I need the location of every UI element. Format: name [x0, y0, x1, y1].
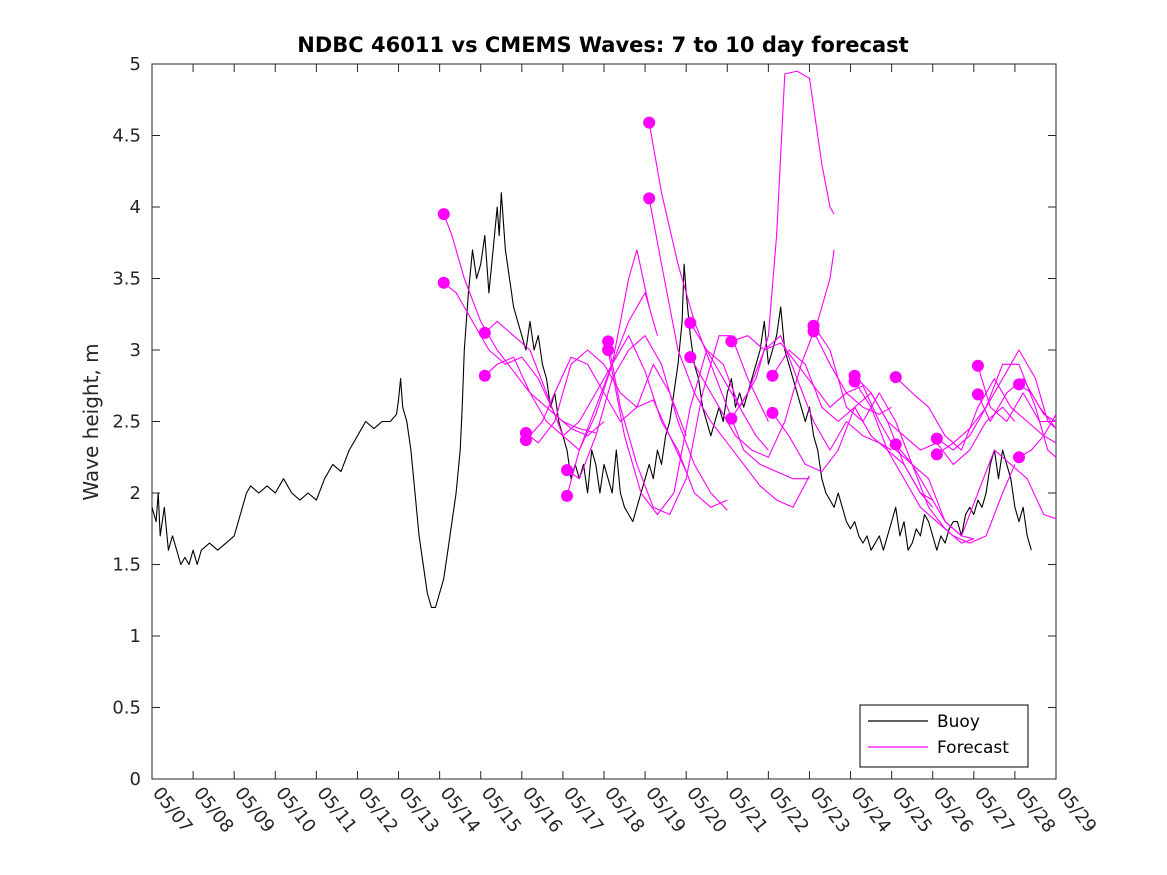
forecast-line-24 — [936, 349, 1057, 451]
forecast-line-11 — [648, 198, 810, 508]
chart-title: NDBC 46011 vs CMEMS Waves: 7 to 10 day f… — [297, 33, 908, 57]
y-tick-label: 2 — [130, 483, 141, 504]
forecast-line-10 — [648, 122, 810, 480]
forecast-start-marker-1 — [437, 276, 450, 289]
forecast-line-28 — [1018, 383, 1057, 422]
forecast-line-3 — [484, 292, 658, 437]
forecast-start-marker-15 — [725, 412, 738, 425]
forecast-start-marker-0 — [437, 208, 450, 221]
legend-label-forecast: Forecast — [937, 738, 1009, 758]
legend-box — [859, 704, 1029, 768]
forecast-start-marker-13 — [684, 351, 697, 364]
forecast-start-marker-27 — [971, 388, 984, 401]
forecast-start-marker-10 — [643, 116, 656, 129]
forecast-start-marker-23 — [889, 438, 902, 451]
forecast-line-17 — [772, 406, 934, 508]
y-tick-label: 5 — [130, 54, 141, 75]
forecast-start-marker-8 — [602, 335, 615, 348]
forecast-start-marker-9 — [602, 344, 615, 356]
forecast-line-23 — [895, 444, 1057, 537]
forecast-start-marker-19 — [807, 325, 820, 338]
forecast-start-marker-29 — [1013, 451, 1026, 464]
forecast-line-9 — [607, 349, 769, 516]
y-tick-label: 1.5 — [112, 555, 141, 576]
forecast-start-marker-16 — [766, 369, 779, 382]
forecast-start-marker-6 — [561, 464, 574, 477]
buoy-series-line — [151, 192, 1032, 608]
forecast-start-marker-7 — [561, 489, 574, 502]
y-axis-title: Wave height, m — [79, 343, 103, 500]
forecast-line-8 — [607, 335, 769, 516]
y-tick-label: 3.5 — [112, 269, 141, 290]
forecast-start-marker-17 — [766, 406, 779, 419]
forecast-line-12 — [689, 70, 835, 408]
forecast-start-marker-28 — [1013, 378, 1026, 391]
forecast-start-marker-3 — [478, 369, 491, 382]
y-tick-label: 4 — [130, 197, 141, 218]
y-tick-label: 4.5 — [112, 126, 141, 147]
y-tick-label: 2.5 — [112, 412, 141, 433]
y-tick-label: 0 — [130, 769, 141, 790]
forecast-line-21 — [854, 381, 1016, 544]
forecast-line-2 — [484, 249, 650, 451]
forecast-line-6 — [566, 335, 728, 511]
legend-label-buoy: Buoy — [937, 712, 980, 732]
y-tick-label: 1 — [130, 626, 141, 647]
forecast-line-13 — [689, 249, 835, 458]
forecast-line-22 — [895, 376, 1057, 451]
forecast-line-29 — [1018, 435, 1057, 458]
forecast-start-marker-5 — [519, 434, 532, 447]
forecast-line-5 — [525, 356, 687, 441]
y-tick-label: 0.5 — [112, 698, 141, 719]
forecast-start-marker-12 — [684, 316, 697, 329]
forecast-line-15 — [730, 335, 892, 451]
forecast-line-1 — [443, 282, 605, 437]
forecast-start-marker-26 — [971, 359, 984, 372]
forecast-start-marker-21 — [848, 375, 861, 388]
forecast-line-0 — [443, 213, 596, 434]
y-tick-label: 3 — [130, 340, 141, 361]
forecast-start-marker-24 — [930, 432, 943, 445]
forecast-line-7 — [566, 335, 728, 508]
forecast-start-marker-25 — [930, 448, 943, 461]
legend: Buoy Forecast — [859, 704, 1029, 768]
forecast-start-marker-22 — [889, 371, 902, 384]
forecast-start-marker-2 — [478, 326, 491, 339]
forecast-start-marker-14 — [725, 335, 738, 348]
forecast-start-marker-11 — [643, 192, 656, 205]
forecast-line-26 — [977, 365, 1056, 423]
